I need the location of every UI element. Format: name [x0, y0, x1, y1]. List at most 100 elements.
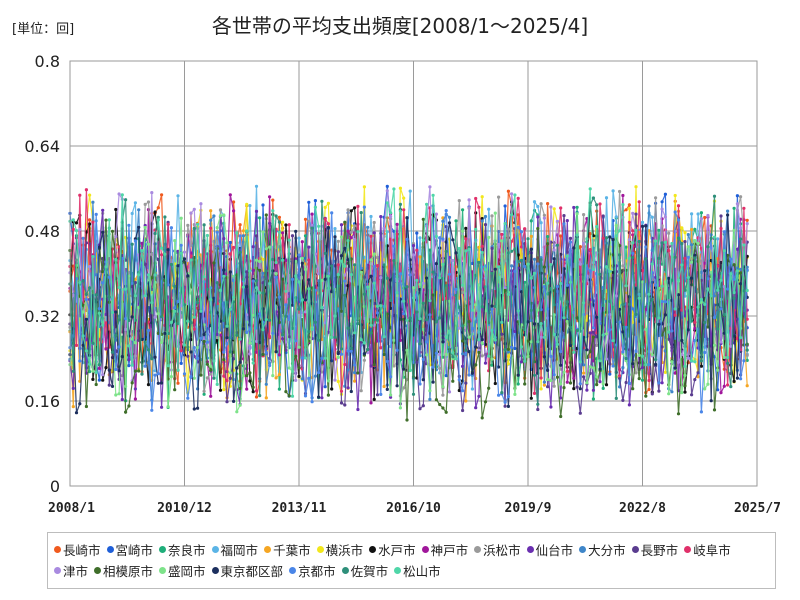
data-point [245, 374, 249, 378]
data-point [189, 254, 193, 258]
data-point [421, 238, 425, 242]
data-point [539, 376, 543, 380]
data-point [680, 242, 684, 246]
data-point [84, 241, 88, 245]
data-point [326, 201, 330, 205]
data-point [516, 225, 520, 229]
data-point [591, 326, 596, 330]
data-point [238, 403, 242, 407]
data-point [415, 310, 419, 314]
data-point [274, 214, 278, 218]
legend-label: 岐阜市 [693, 543, 731, 558]
data-point [160, 193, 164, 197]
data-point [519, 258, 524, 262]
data-point [568, 280, 573, 284]
data-point [245, 330, 249, 334]
data-point [248, 352, 252, 356]
data-point [745, 384, 749, 388]
data-point [683, 390, 687, 394]
data-point [372, 281, 376, 285]
data-point [264, 213, 268, 217]
data-point [464, 381, 468, 385]
data-point [745, 265, 749, 269]
data-point [297, 236, 301, 240]
data-point [742, 289, 746, 293]
data-point [542, 335, 547, 339]
data-point [356, 407, 360, 412]
data-point [739, 377, 743, 381]
data-point [375, 255, 380, 260]
data-point [326, 393, 330, 397]
data-point [71, 386, 75, 390]
data-point [578, 411, 582, 415]
data-point [389, 298, 393, 302]
data-point [546, 377, 550, 382]
data-point [637, 200, 641, 204]
data-point [385, 387, 389, 391]
data-point [631, 211, 635, 215]
data-point [339, 347, 344, 351]
data-point [624, 284, 628, 288]
data-point [353, 206, 357, 210]
data-point [608, 362, 612, 366]
data-point [94, 273, 98, 277]
data-point [568, 236, 573, 240]
data-point [461, 283, 465, 287]
data-point [634, 312, 638, 316]
data-point [225, 300, 229, 304]
data-point [186, 274, 190, 278]
data-point [264, 247, 268, 251]
data-point [582, 272, 586, 277]
data-point [683, 364, 687, 368]
data-point [362, 352, 366, 356]
data-point [317, 224, 321, 228]
data-point [343, 264, 347, 268]
data-point [261, 281, 265, 285]
data-point [303, 217, 308, 221]
data-point [510, 192, 514, 196]
data-point [421, 217, 425, 221]
data-point [166, 405, 170, 409]
data-point [353, 371, 357, 375]
data-point [228, 193, 232, 197]
data-point [297, 374, 301, 378]
data-point [706, 382, 710, 386]
data-point [421, 357, 425, 361]
data-point [454, 287, 458, 291]
data-point [359, 270, 363, 274]
data-point [673, 366, 677, 370]
data-point [127, 364, 131, 368]
data-point [124, 327, 128, 331]
data-point [277, 230, 281, 234]
data-point [317, 395, 321, 399]
data-point [215, 382, 219, 386]
data-point [264, 396, 268, 400]
data-point [78, 359, 82, 363]
data-point [346, 239, 350, 243]
data-point [160, 315, 164, 319]
data-point [222, 301, 226, 305]
legend-label: 奈良市 [168, 543, 206, 558]
series-line [69, 188, 748, 397]
data-point [173, 306, 177, 310]
data-point [483, 268, 488, 272]
y-tick-label: 0.48 [24, 222, 60, 241]
data-point [447, 390, 452, 394]
data-point [362, 358, 366, 362]
data-point [716, 237, 720, 241]
data-point [143, 262, 147, 266]
data-point [447, 272, 452, 276]
legend: 長崎市 宮崎市 奈良市 福岡市 千葉市 横浜市 水戸市 神戸市 浜松市 仙台市 大分市 長野市 岐阜市津… [47, 532, 776, 589]
data-point [336, 273, 340, 277]
legend-item: 横浜市 [316, 539, 363, 560]
data-point [627, 302, 632, 306]
data-point [438, 366, 442, 370]
data-point [451, 238, 455, 242]
data-point [513, 193, 517, 197]
data-point [631, 255, 635, 260]
data-point [477, 205, 481, 209]
data-point [336, 379, 340, 384]
data-point [529, 247, 533, 251]
data-point [333, 378, 337, 382]
data-point [555, 342, 560, 346]
